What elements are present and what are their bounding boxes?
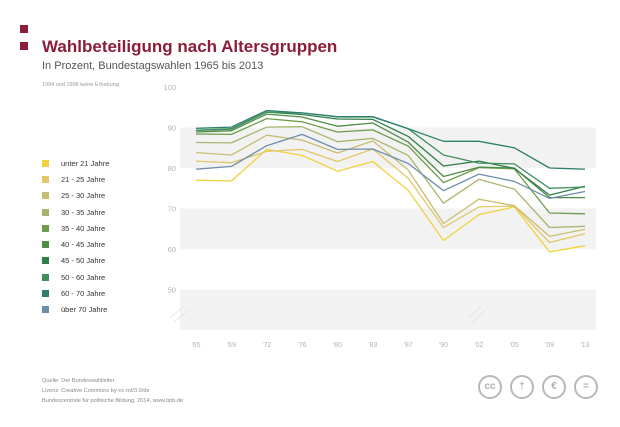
x-tick-label-3: '76 [298,342,307,349]
legend-swatch-1 [42,175,49,183]
legend-item-8: 60 - 70 Jahre [42,285,109,301]
header-bullet-top [20,25,28,33]
x-tick-label-1: '69 [227,342,236,349]
series-line-8 [195,109,586,170]
series-line-2 [195,134,586,238]
axis-break-mark-2 [467,305,483,319]
legend-label-9: über 70 Jahre [61,305,108,315]
legend-swatch-2 [42,192,49,200]
legend-swatch-4 [42,224,49,232]
legend-item-2: 25 - 30 Jahre [42,188,109,204]
legend-label-3: 30 - 35 Jahre [61,207,106,217]
legend-item-1: 21 - 25 Jahre [42,171,109,187]
legend-swatch-8 [42,290,49,298]
chart-legend: unter 21 Jahre 21 - 25 Jahre 25 - 30 Jahre… [42,155,109,318]
cc-icon: cc [478,375,502,399]
grid-band-2 [180,289,596,330]
axis-break-mark-0 [169,305,185,319]
header-bullet-title [20,42,28,50]
chart-note: 1994 und 1998 keine Erhebung [42,82,119,88]
y-tick-label-100: 100 [163,83,176,92]
publisher-text: Bundeszentrale für politische Bildung, 2… [42,398,184,404]
legend-item-3: 30 - 35 Jahre [42,204,109,220]
series-line-3 [195,126,586,229]
legend-label-2: 25 - 30 Jahre [61,191,106,201]
x-tick-label-0: '65 [191,342,200,349]
series-line-0 [195,148,586,253]
y-tick-label-60: 60 [168,245,176,254]
nc-icon: € [542,375,566,399]
series-line-4 [195,117,586,215]
nd-icon: = [574,375,598,399]
x-tick-label-2: '72 [262,342,271,349]
x-tick-label-7: '90 [439,342,448,349]
legend-label-4: 35 - 40 Jahre [61,223,106,233]
legend-swatch-3 [42,208,49,216]
legend-item-5: 40 - 45 Jahre [42,236,109,252]
x-tick-label-9: '05 [510,342,519,349]
x-tick-label-6: '87 [404,342,413,349]
chart-subtitle: In Prozent, Bundestagswahlen 1965 bis 20… [42,60,264,72]
chart-title: Wahlbeteiligung nach Altersgruppen [42,37,338,56]
axis-break-mark-3 [471,309,487,323]
license-text: Lizenz: Creative Commons by-nc-nd/3.0/de [42,388,150,394]
legend-item-9: über 70 Jahre [42,302,109,318]
x-tick-label-8: '02 [474,342,483,349]
legend-item-6: 45 - 50 Jahre [42,253,109,269]
legend-item-4: 35 - 40 Jahre [42,220,109,236]
legend-label-7: 50 - 60 Jahre [61,272,106,282]
x-tick-label-5: '83 [368,342,377,349]
series-line-1 [195,148,586,244]
legend-label-0: unter 21 Jahre [61,158,110,168]
legend-item-0: unter 21 Jahre [42,155,109,171]
y-tick-label-70: 70 [168,205,176,214]
y-tick-label-90: 90 [168,124,176,133]
source-block: Quelle: Der Bundeswahlleiter Lizenz: Cre… [42,376,183,406]
legend-swatch-5 [42,241,49,249]
x-tick-label-4: '80 [333,342,342,349]
legend-label-5: 40 - 45 Jahre [61,240,106,250]
legend-swatch-7 [42,273,49,281]
x-tick-label-11: '13 [580,342,589,349]
legend-label-6: 45 - 50 Jahre [61,256,106,266]
legend-label-1: 21 - 25 Jahre [61,174,106,184]
source-text: Quelle: Der Bundeswahlleiter [42,378,115,384]
y-tick-label-80: 80 [168,164,176,173]
legend-swatch-0 [42,159,49,167]
y-tick-label-50: 50 [168,286,176,295]
legend-swatch-6 [42,257,49,265]
legend-swatch-9 [42,306,49,314]
legend-label-8: 60 - 70 Jahre [61,289,106,299]
axis-break-mark-1 [173,309,189,323]
series-line-9 [195,133,586,200]
legend-item-7: 50 - 60 Jahre [42,269,109,285]
x-tick-label-10: '09 [545,342,554,349]
by-icon: † [510,375,534,399]
grid-band-0 [180,208,596,249]
